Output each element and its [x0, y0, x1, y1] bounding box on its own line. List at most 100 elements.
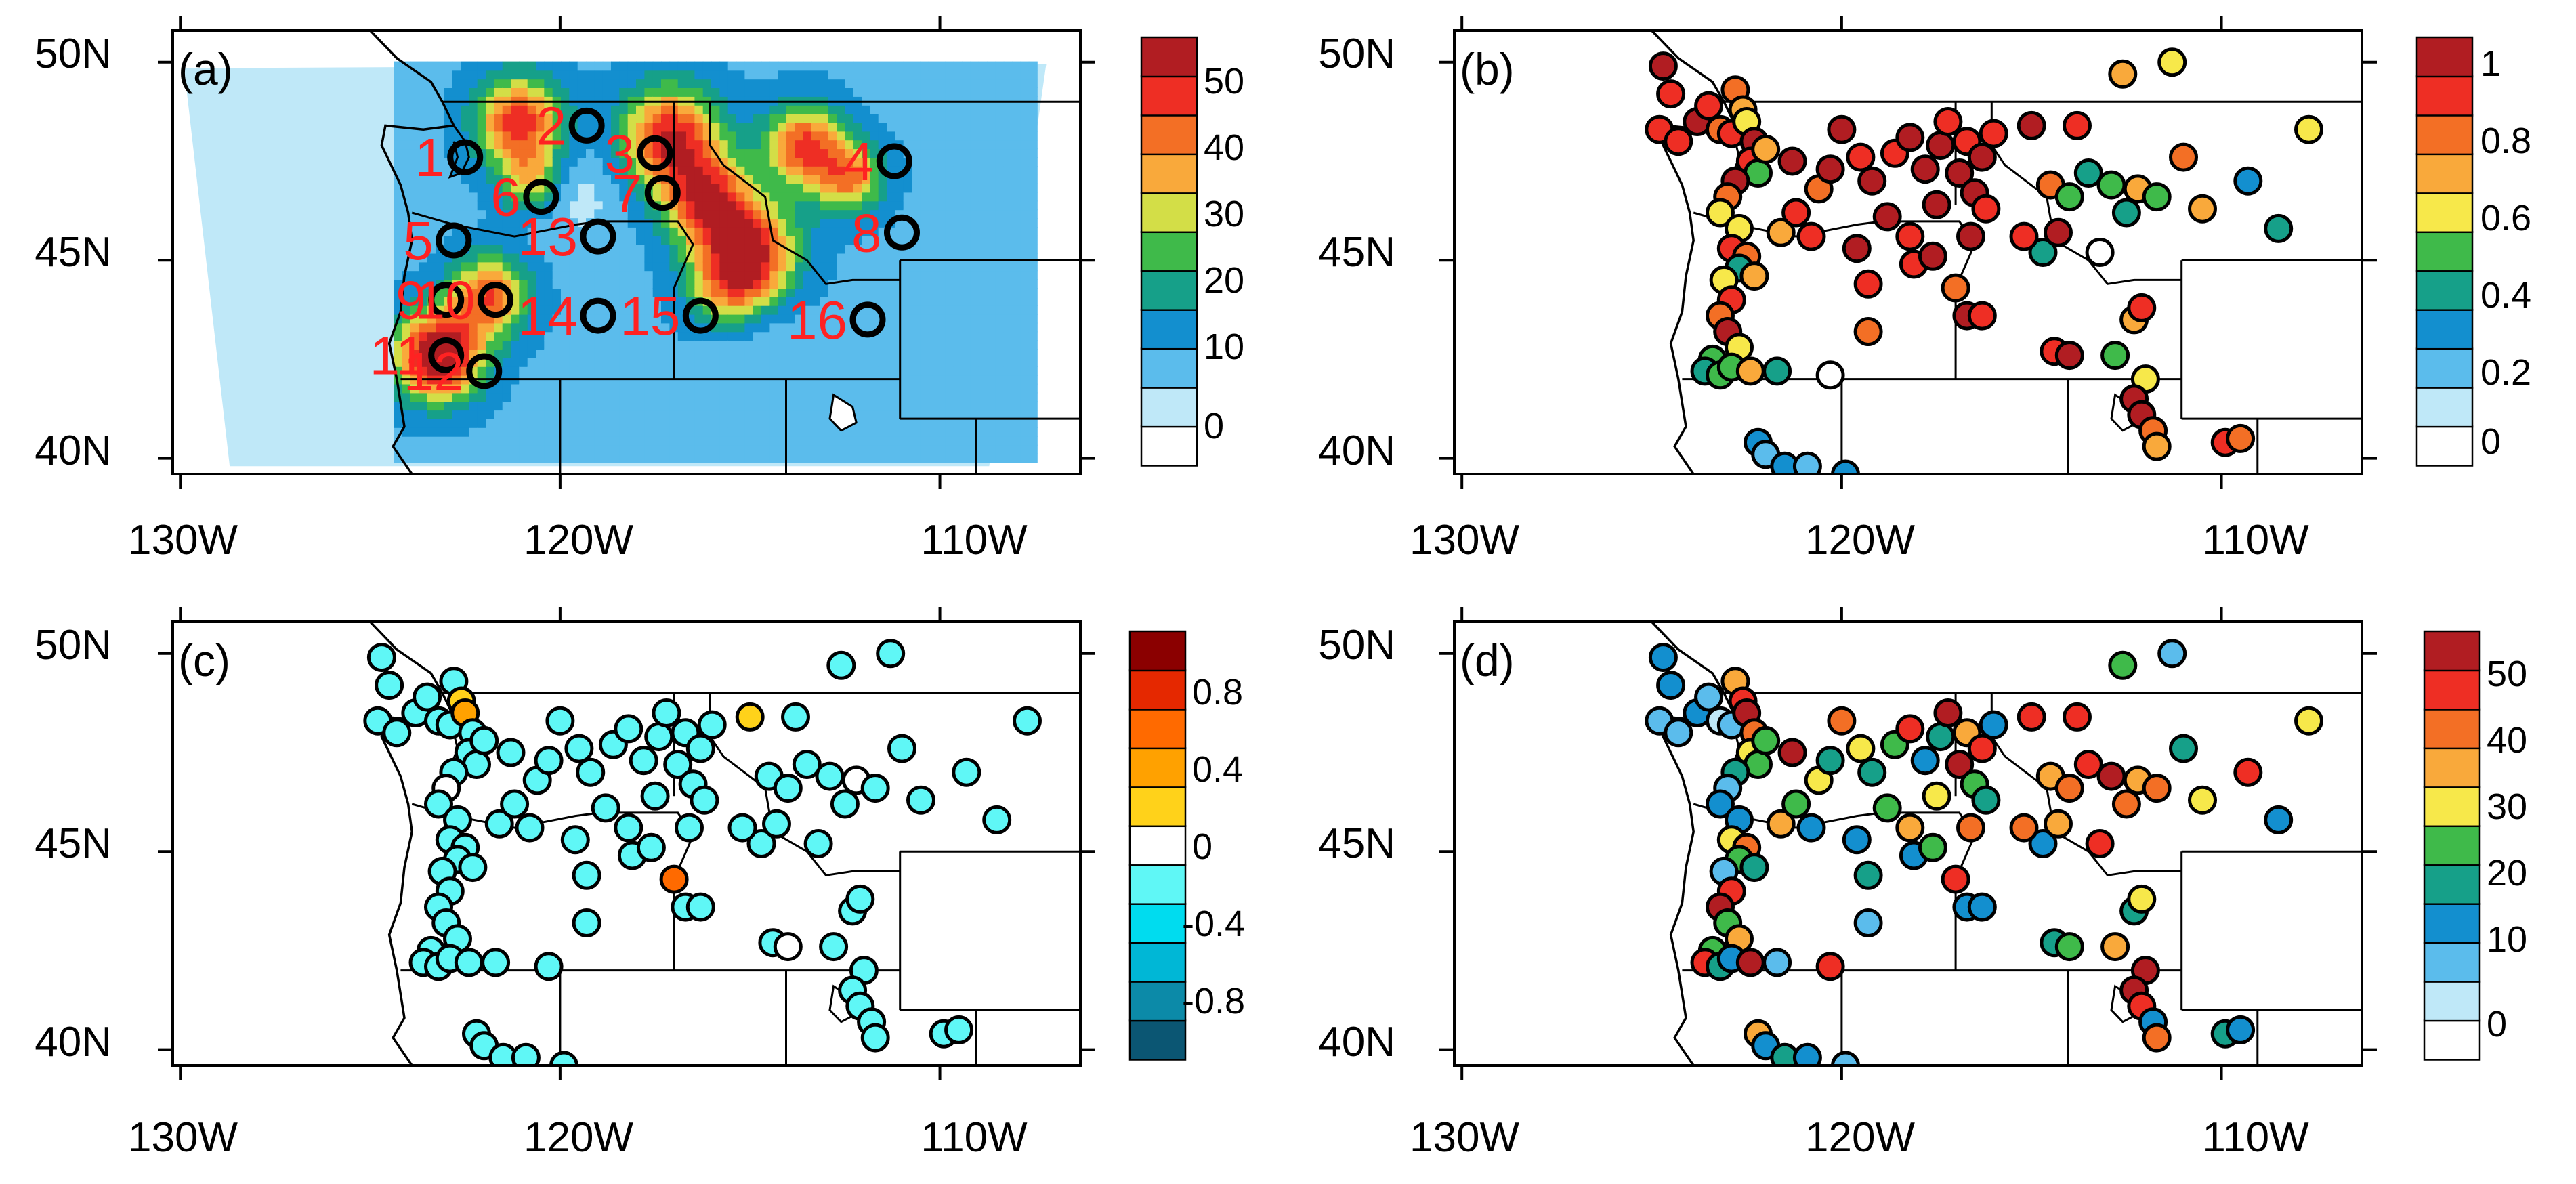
field-cell	[945, 366, 954, 376]
field-cell	[661, 444, 671, 454]
field-cell	[1020, 436, 1030, 446]
field-cell	[727, 61, 737, 71]
field-cell	[611, 70, 620, 80]
field-cell	[444, 140, 453, 150]
field-cell	[644, 261, 654, 272]
station-dot	[685, 734, 715, 763]
field-cell	[544, 305, 553, 315]
field-cell	[912, 79, 921, 88]
field-cell	[436, 192, 445, 202]
field-cell	[536, 444, 545, 454]
field-cell	[870, 288, 879, 297]
field-cell	[928, 427, 937, 437]
field-cell	[569, 322, 578, 333]
field-cell	[569, 183, 578, 193]
field-cell	[677, 148, 687, 158]
station-dot	[1735, 948, 1765, 977]
field-cell	[611, 453, 620, 463]
field-cell	[828, 322, 837, 333]
field-cell	[920, 122, 929, 132]
field-cell	[586, 279, 595, 289]
colorbar-label: 20	[2487, 853, 2527, 893]
state-boundary	[709, 102, 900, 285]
field-cell	[870, 61, 879, 71]
field-cell	[436, 322, 445, 333]
field-cell	[694, 392, 704, 402]
field-cell	[536, 70, 545, 80]
colorbar-swatch	[1128, 902, 1187, 944]
map-area	[184, 30, 1080, 474]
field-cell	[569, 140, 578, 150]
field-cell	[744, 70, 754, 80]
field-cell	[502, 157, 511, 167]
station-dot	[1956, 813, 1985, 843]
field-cell	[561, 288, 570, 297]
field-cell	[837, 79, 846, 88]
field-cell	[519, 104, 528, 114]
field-cell	[778, 87, 787, 97]
field-cell	[912, 340, 921, 350]
field-cell	[544, 340, 553, 350]
field-cell	[611, 427, 620, 437]
field-cell	[494, 392, 503, 402]
field-cell	[611, 192, 620, 202]
field-cell	[769, 61, 779, 71]
field-cell	[1003, 131, 1013, 141]
field-cell	[461, 183, 470, 193]
field-cell	[845, 79, 854, 88]
field-cell	[962, 235, 971, 245]
field-cell	[987, 410, 996, 419]
field-cell	[803, 227, 812, 236]
field-cell	[769, 401, 779, 411]
field-cell	[837, 383, 846, 394]
field-cell	[586, 427, 595, 437]
field-cell	[761, 122, 771, 132]
field-cell	[837, 131, 846, 141]
field-cell	[586, 113, 595, 123]
field-cell	[920, 279, 929, 289]
field-cell	[853, 174, 862, 184]
field-cell	[945, 358, 954, 367]
field-cell	[811, 314, 821, 324]
field-cell	[636, 244, 646, 254]
field-cell	[912, 375, 921, 385]
field-cell	[753, 436, 762, 446]
field-cell	[987, 235, 996, 245]
field-cell	[719, 392, 729, 402]
field-cell	[820, 131, 829, 141]
field-cell	[661, 288, 671, 297]
field-cell	[945, 244, 954, 254]
field-cell	[912, 436, 921, 446]
field-cell	[419, 131, 428, 141]
field-cell	[569, 436, 578, 446]
field-cell	[694, 174, 704, 184]
field-cell	[795, 104, 804, 114]
field-cell	[561, 427, 570, 437]
field-cell	[652, 209, 662, 219]
field-cell	[744, 227, 754, 236]
field-cell	[527, 244, 536, 254]
field-cell	[619, 322, 629, 333]
field-cell	[769, 436, 779, 446]
field-cell	[719, 401, 729, 411]
field-cell	[1020, 79, 1030, 88]
field-cell	[711, 340, 721, 350]
field-cell	[1012, 104, 1021, 114]
field-cell	[636, 261, 646, 272]
field-cell	[786, 305, 796, 315]
field-cell	[887, 192, 896, 202]
field-cell	[536, 253, 545, 263]
site-number: 11	[370, 326, 426, 386]
field-cell	[928, 140, 937, 150]
field-cell	[887, 297, 896, 306]
field-cell	[619, 174, 629, 184]
field-cell	[803, 113, 812, 123]
field-cell	[895, 453, 904, 463]
colorbar-swatch	[1140, 36, 1198, 78]
field-cell	[669, 253, 679, 263]
field-cell	[887, 453, 896, 463]
field-cell	[477, 261, 486, 272]
field-cell	[870, 122, 879, 132]
field-cell	[987, 70, 996, 80]
field-cell	[778, 314, 787, 324]
